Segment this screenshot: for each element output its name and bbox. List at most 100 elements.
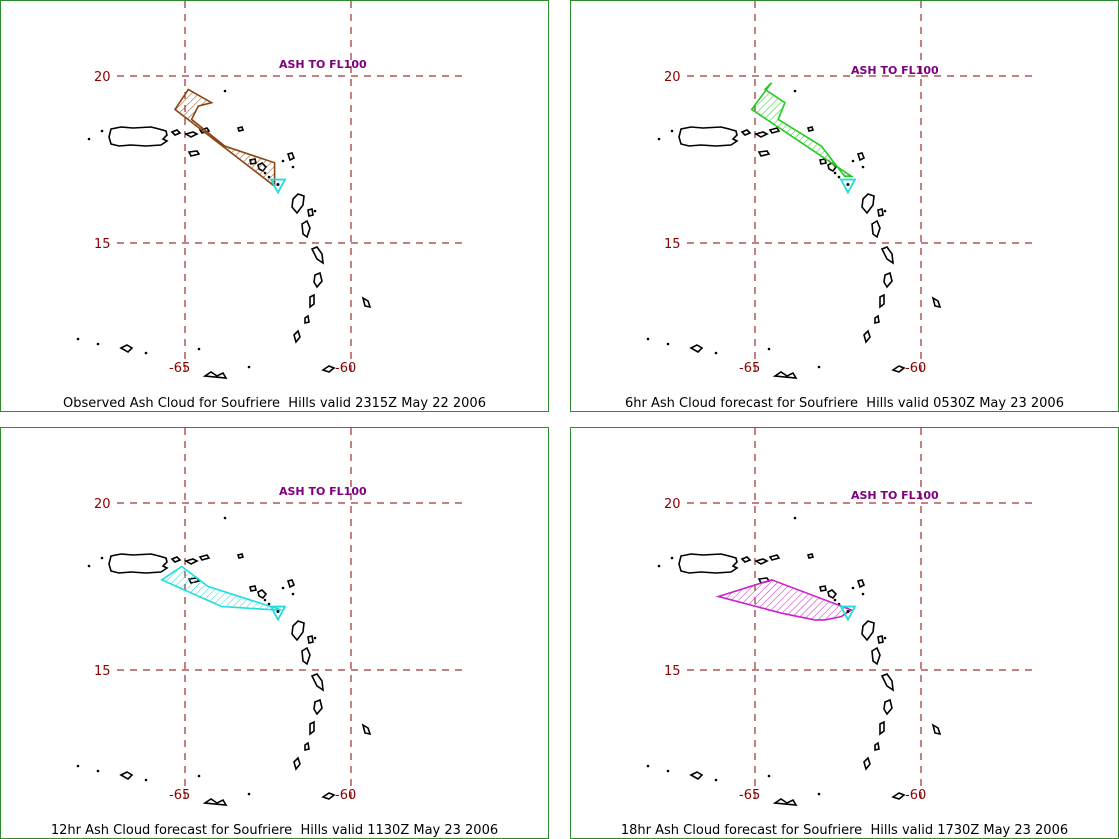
islet xyxy=(313,636,317,640)
island-outline xyxy=(293,756,301,771)
island-outline xyxy=(879,720,885,736)
island-outline xyxy=(202,371,228,379)
lon-label: -60 xyxy=(905,361,926,376)
island-outline xyxy=(307,635,314,644)
islet xyxy=(223,516,227,520)
island-outline xyxy=(754,131,769,138)
islet xyxy=(267,602,271,606)
islet xyxy=(100,556,104,560)
islet xyxy=(833,171,837,175)
ash-map: 20 15 -65 -60 ASH TO FL100 xyxy=(646,428,1037,806)
island-outline xyxy=(819,585,827,592)
lon-label: -60 xyxy=(335,788,356,803)
volcano-marker-icon xyxy=(839,178,857,195)
island-outline xyxy=(768,127,781,134)
island-outline xyxy=(877,208,884,217)
coastlines xyxy=(76,89,372,379)
volcano-marker-icon xyxy=(269,605,287,622)
island-outline xyxy=(304,314,310,325)
volcano-marker-icon xyxy=(839,605,857,622)
island-outline xyxy=(856,579,866,589)
panel-18hr-forecast: 20 15 -65 -60 ASH TO FL100 18hr Ash Cloud fo… xyxy=(570,427,1119,839)
island-outline xyxy=(257,589,268,600)
panel-caption: 18hr Ash Cloud forecast for Soufriere Hi… xyxy=(620,823,1069,838)
island-outline xyxy=(768,554,781,561)
lat-label: 15 xyxy=(94,237,111,252)
islet xyxy=(263,598,267,602)
panel-caption: Observed Ash Cloud for Soufriere Hills v… xyxy=(63,396,486,411)
ash-cloud-polygon xyxy=(750,82,854,177)
panel-caption: 12hr Ash Cloud forecast for Soufriere Hi… xyxy=(50,823,499,838)
island-outline xyxy=(689,771,704,780)
islet xyxy=(291,165,295,169)
ash-map: 20 15 -65 -60 ASH TO FL100 xyxy=(76,1,467,379)
islet xyxy=(861,592,865,596)
panel-6hr-forecast: 20 15 -65 -60 ASH TO FL100 6hr Ash Cloud for… xyxy=(570,0,1119,412)
island-outline xyxy=(891,365,906,373)
lon-label: -65 xyxy=(739,361,760,376)
island-outline xyxy=(806,126,815,132)
island-outline xyxy=(313,698,323,716)
lat-label: 15 xyxy=(94,664,111,679)
island-outline xyxy=(863,756,871,771)
volcano-point xyxy=(846,183,850,187)
islet xyxy=(833,598,837,602)
island-outline xyxy=(361,296,372,309)
islet xyxy=(657,564,661,568)
island-outline xyxy=(877,635,884,644)
island-outline xyxy=(108,553,169,574)
island-outline xyxy=(286,152,296,162)
island-outline xyxy=(678,126,739,147)
island-outline xyxy=(879,293,885,309)
island-outline xyxy=(301,219,311,239)
lat-label: 20 xyxy=(664,70,681,85)
island-outline xyxy=(863,329,871,344)
islet xyxy=(197,774,201,778)
lon-label: -60 xyxy=(335,361,356,376)
islet xyxy=(666,342,670,346)
island-outline xyxy=(291,193,305,215)
island-outline xyxy=(291,620,305,642)
panel-observed: 20 15 -65 -60 ASH TO FL100 Observed Ash Clou… xyxy=(0,0,549,412)
islet xyxy=(291,592,295,596)
islet xyxy=(96,342,100,346)
volcano-marker-icon xyxy=(269,178,287,195)
lon-label: -65 xyxy=(169,361,190,376)
volcano-point xyxy=(846,610,850,614)
island-outline xyxy=(307,208,314,217)
islet xyxy=(646,764,650,768)
islet xyxy=(96,769,100,773)
lon-label: -65 xyxy=(739,788,760,803)
island-outline xyxy=(819,158,827,165)
island-outline xyxy=(678,553,739,574)
island-outline xyxy=(198,554,211,561)
ash-map: 20 15 -65 -60 ASH TO FL100 xyxy=(646,1,1037,379)
ash-cloud-polygon xyxy=(173,88,276,188)
islet xyxy=(817,792,821,796)
islet xyxy=(670,129,674,133)
island-outline xyxy=(874,741,880,752)
islet xyxy=(851,586,855,590)
island-outline xyxy=(119,344,134,353)
island-outline xyxy=(119,771,134,780)
island-outline xyxy=(931,723,942,736)
island-outline xyxy=(883,271,893,289)
lat-label: 20 xyxy=(94,70,111,85)
ash-altitude-label: ASH TO FL100 xyxy=(279,58,367,71)
islet xyxy=(223,89,227,93)
islet xyxy=(281,586,285,590)
island-outline xyxy=(187,150,201,157)
island-outline xyxy=(883,698,893,716)
island-outline xyxy=(301,646,311,666)
islet xyxy=(793,89,797,93)
coastlines xyxy=(646,89,942,379)
island-outline xyxy=(740,129,752,136)
islet xyxy=(646,337,650,341)
islet xyxy=(883,209,887,213)
islet xyxy=(313,209,317,213)
ash-cloud-polygon xyxy=(715,578,854,621)
island-outline xyxy=(827,589,838,600)
island-outline xyxy=(361,723,372,736)
island-outline xyxy=(309,293,315,309)
coastlines xyxy=(76,516,372,806)
